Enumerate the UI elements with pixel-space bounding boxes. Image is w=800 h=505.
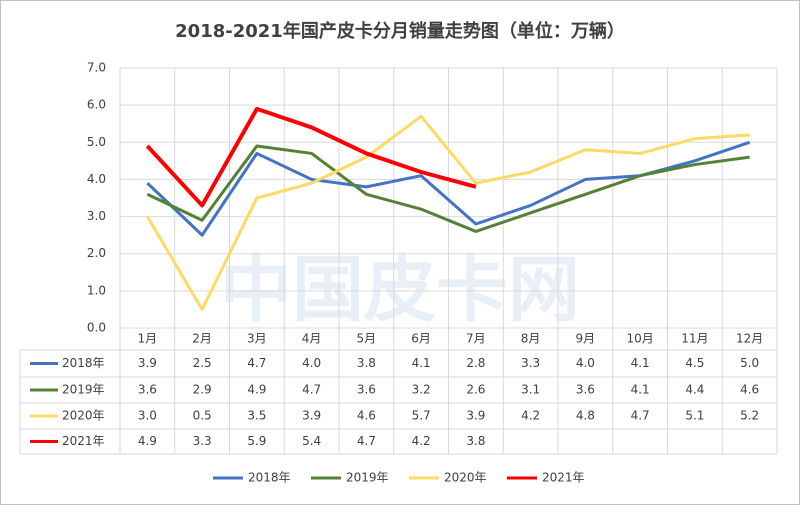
table-value: 3.2 <box>412 383 431 397</box>
x-tick-label: 10月 <box>626 332 653 346</box>
y-tick-label: 1.0 <box>87 283 106 297</box>
table-value: 5.7 <box>412 409 431 423</box>
table-row-label: 2018年 <box>62 356 105 370</box>
table-value: 4.1 <box>631 356 650 370</box>
x-tick-label: 2月 <box>192 332 212 346</box>
table-value: 3.9 <box>466 409 485 423</box>
table-value: 4.8 <box>576 409 595 423</box>
x-tick-label: 4月 <box>302 332 322 346</box>
table-value: 3.6 <box>138 383 157 397</box>
y-tick-label: 4.0 <box>87 172 106 186</box>
table-value: 5.0 <box>740 356 759 370</box>
table-row-label: 2020年 <box>62 409 105 423</box>
table-value: 4.7 <box>247 356 266 370</box>
table-value: 5.9 <box>247 434 266 448</box>
table-value: 2.8 <box>466 356 485 370</box>
table-value: 3.8 <box>466 434 485 448</box>
y-tick-label: 0.0 <box>87 321 106 335</box>
table-value: 4.2 <box>412 434 431 448</box>
table-value: 4.1 <box>412 356 431 370</box>
x-tick-label: 1月 <box>138 332 158 346</box>
table-value: 3.3 <box>521 356 540 370</box>
table-row-label: 2019年 <box>62 383 105 397</box>
table-value: 2.5 <box>193 356 212 370</box>
table-value: 2.9 <box>193 383 212 397</box>
table-value: 5.2 <box>740 409 759 423</box>
x-tick-label: 6月 <box>411 332 431 346</box>
table-row-label: 2021年 <box>62 434 105 448</box>
legend-label: 2021年 <box>542 471 585 485</box>
table-value: 4.6 <box>740 383 759 397</box>
x-tick-label: 12月 <box>736 332 763 346</box>
y-tick-label: 3.0 <box>87 209 106 223</box>
legend-label: 2019年 <box>346 471 389 485</box>
series-line <box>145 106 477 208</box>
y-tick-label: 2.0 <box>87 246 106 260</box>
legend-label: 2020年 <box>444 471 487 485</box>
table-value: 4.2 <box>521 409 540 423</box>
series-line <box>146 114 750 311</box>
x-tick-label: 5月 <box>357 332 377 346</box>
table-value: 4.9 <box>247 383 266 397</box>
x-tick-label: 7月 <box>466 332 486 346</box>
y-tick-label: 6.0 <box>87 98 106 112</box>
table-value: 3.6 <box>357 383 376 397</box>
table-value: 4.0 <box>302 356 321 370</box>
x-tick-label: 11月 <box>681 332 708 346</box>
table-value: 3.5 <box>247 409 266 423</box>
table-value: 5.1 <box>685 409 704 423</box>
table-value: 4.1 <box>631 383 650 397</box>
table-value: 3.1 <box>521 383 540 397</box>
table-value: 3.8 <box>357 356 376 370</box>
x-tick-label: 8月 <box>521 332 541 346</box>
table-value: 3.9 <box>138 356 157 370</box>
table-value: 4.9 <box>138 434 157 448</box>
table-value: 3.3 <box>193 434 212 448</box>
table-value: 3.6 <box>576 383 595 397</box>
table-value: 4.5 <box>685 356 704 370</box>
table-value: 3.0 <box>138 409 157 423</box>
x-tick-label: 9月 <box>576 332 596 346</box>
watermark: 中国皮卡网 <box>220 248 580 332</box>
table-value: 2.6 <box>466 383 485 397</box>
table-value: 4.4 <box>685 383 704 397</box>
x-tick-label: 3月 <box>247 332 267 346</box>
table-value: 3.9 <box>302 409 321 423</box>
table-value: 4.0 <box>576 356 595 370</box>
table-value: 4.7 <box>302 383 321 397</box>
y-tick-label: 5.0 <box>87 135 106 149</box>
y-tick-label: 7.0 <box>87 61 106 75</box>
table-value: 4.7 <box>631 409 650 423</box>
series-line <box>146 144 750 233</box>
chart-title: 2018-2021年国产皮卡分月销量走势图（单位：万辆） <box>175 20 625 42</box>
table-value: 4.7 <box>357 434 376 448</box>
table-value: 4.6 <box>357 409 376 423</box>
table-value: 0.5 <box>193 409 212 423</box>
table-value: 5.4 <box>302 434 321 448</box>
legend-label: 2018年 <box>248 471 291 485</box>
